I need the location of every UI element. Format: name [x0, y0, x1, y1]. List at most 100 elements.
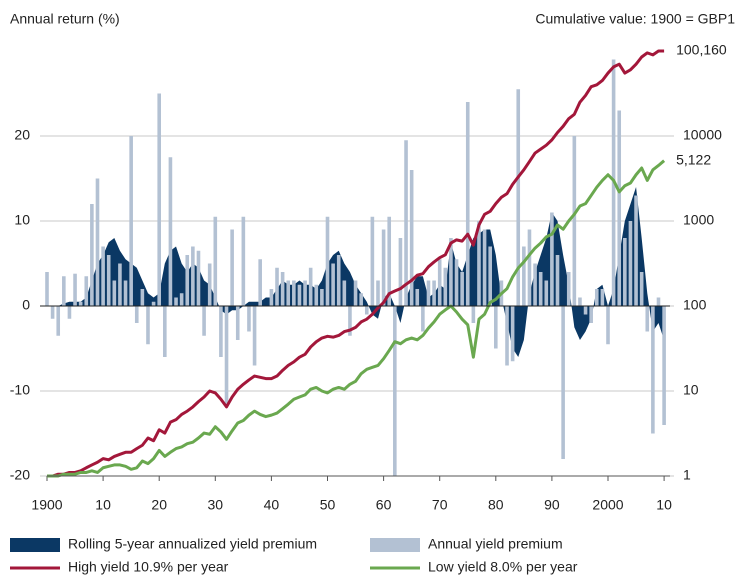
bar [516, 89, 521, 306]
bar [449, 238, 453, 306]
bar [90, 204, 94, 306]
bar [550, 212, 554, 306]
bar [140, 289, 145, 306]
bar [421, 306, 425, 332]
legend-swatch [370, 538, 420, 552]
bar [393, 306, 397, 476]
bar [505, 306, 509, 366]
bar [168, 157, 173, 306]
legend-label: Annual yield premium [428, 536, 563, 552]
bar [308, 267, 313, 306]
bar [123, 280, 128, 306]
bar [78, 301, 83, 306]
bar [437, 259, 442, 306]
bar [364, 306, 369, 315]
bar [146, 306, 150, 345]
bar [134, 306, 139, 323]
bar [460, 272, 464, 306]
bar [376, 280, 380, 306]
bar [426, 280, 431, 306]
end-label: 100,160 [676, 42, 727, 58]
bar [387, 216, 392, 306]
bar [482, 229, 487, 306]
bar [106, 255, 111, 306]
bar [129, 136, 133, 306]
bar [213, 216, 218, 306]
bar [331, 263, 335, 306]
bar [510, 306, 515, 362]
bar [381, 229, 386, 306]
bar [522, 246, 526, 306]
bar [292, 280, 296, 306]
y-tick-label: -10 [10, 382, 30, 398]
bar [336, 255, 341, 306]
bar [465, 102, 470, 306]
bar [50, 306, 55, 319]
bar [45, 272, 49, 306]
bar [62, 276, 66, 306]
bar [286, 280, 291, 306]
x-tick-label: 10 [95, 497, 111, 513]
bar [118, 263, 122, 306]
x-tick-label: 10 [656, 497, 672, 513]
y2-tick-label: 1000 [683, 212, 714, 228]
bar [297, 284, 302, 306]
bar [207, 263, 212, 306]
bar [645, 306, 650, 332]
bar [157, 93, 161, 306]
bar [348, 306, 352, 336]
x-tick-label: 2000 [592, 497, 623, 513]
bar [196, 250, 201, 306]
bar [241, 216, 246, 306]
bar [494, 306, 498, 349]
y2-tick-label: 1 [683, 467, 691, 483]
line [47, 49, 665, 478]
bar [415, 289, 420, 306]
bar [628, 221, 633, 306]
bar [247, 306, 251, 332]
bar [258, 259, 262, 306]
bar [314, 284, 319, 306]
bar [174, 297, 178, 306]
y2-tick-label: 100 [683, 297, 707, 313]
bar [101, 246, 105, 306]
x-tick-label: 20 [151, 497, 167, 513]
bar [432, 280, 436, 306]
line [47, 159, 666, 478]
legend-label: High yield 10.9% per year [68, 559, 229, 575]
bar [617, 110, 622, 306]
bar [623, 238, 627, 306]
bar [398, 238, 403, 306]
bar [269, 289, 274, 306]
x-tick-label: 80 [488, 497, 504, 513]
bar [370, 216, 375, 306]
bar [112, 280, 117, 306]
bar [191, 246, 195, 306]
bar [583, 306, 588, 315]
bar [252, 306, 257, 366]
bar [662, 306, 666, 425]
y-tick-label: -20 [10, 467, 30, 483]
bar [527, 229, 532, 306]
bar [443, 267, 448, 306]
bar [656, 297, 661, 306]
legend-swatch [10, 538, 60, 552]
x-tick-label: 40 [264, 497, 280, 513]
bar [219, 306, 223, 357]
y2-title: Cumulative value: 1900 = GBP1 [535, 11, 735, 27]
x-tick-label: 60 [376, 497, 392, 513]
bar [230, 229, 234, 306]
bar [185, 255, 190, 306]
bar [67, 306, 72, 319]
y-tick-label: 20 [14, 127, 30, 143]
rolling-area [47, 187, 665, 357]
bar [275, 267, 279, 306]
bar [594, 289, 599, 306]
bar [566, 272, 571, 306]
bar [600, 289, 605, 306]
bar [84, 276, 89, 306]
bar [409, 170, 414, 306]
y-tick-label: 10 [14, 212, 30, 228]
bar [151, 301, 156, 306]
